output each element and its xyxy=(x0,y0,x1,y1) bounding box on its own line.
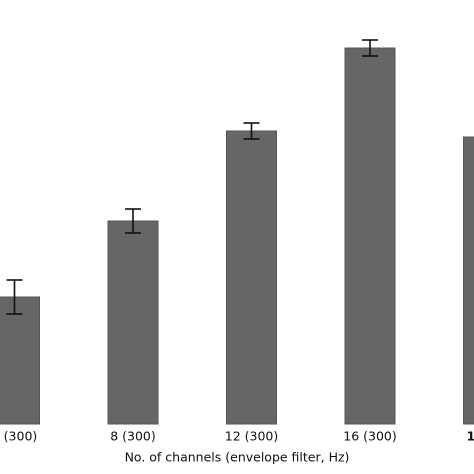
bar xyxy=(226,130,277,425)
bar xyxy=(0,296,40,425)
bar xyxy=(107,220,159,425)
bar xyxy=(463,136,474,425)
x-tick-label: 8 (300) xyxy=(110,429,156,444)
x-tick-label: 4 (300) xyxy=(0,429,37,444)
x-tick-label: 16 (300) xyxy=(343,429,397,444)
x-tick-label: 12 (300) xyxy=(225,429,279,444)
error-bar xyxy=(6,279,23,315)
error-bar xyxy=(243,122,260,140)
bar xyxy=(344,47,396,425)
x-axis-label: No. of channels (envelope filter, Hz) xyxy=(125,450,350,465)
error-bar xyxy=(362,39,378,57)
error-bar xyxy=(125,208,141,234)
x-tick-label: 1 xyxy=(467,429,474,444)
